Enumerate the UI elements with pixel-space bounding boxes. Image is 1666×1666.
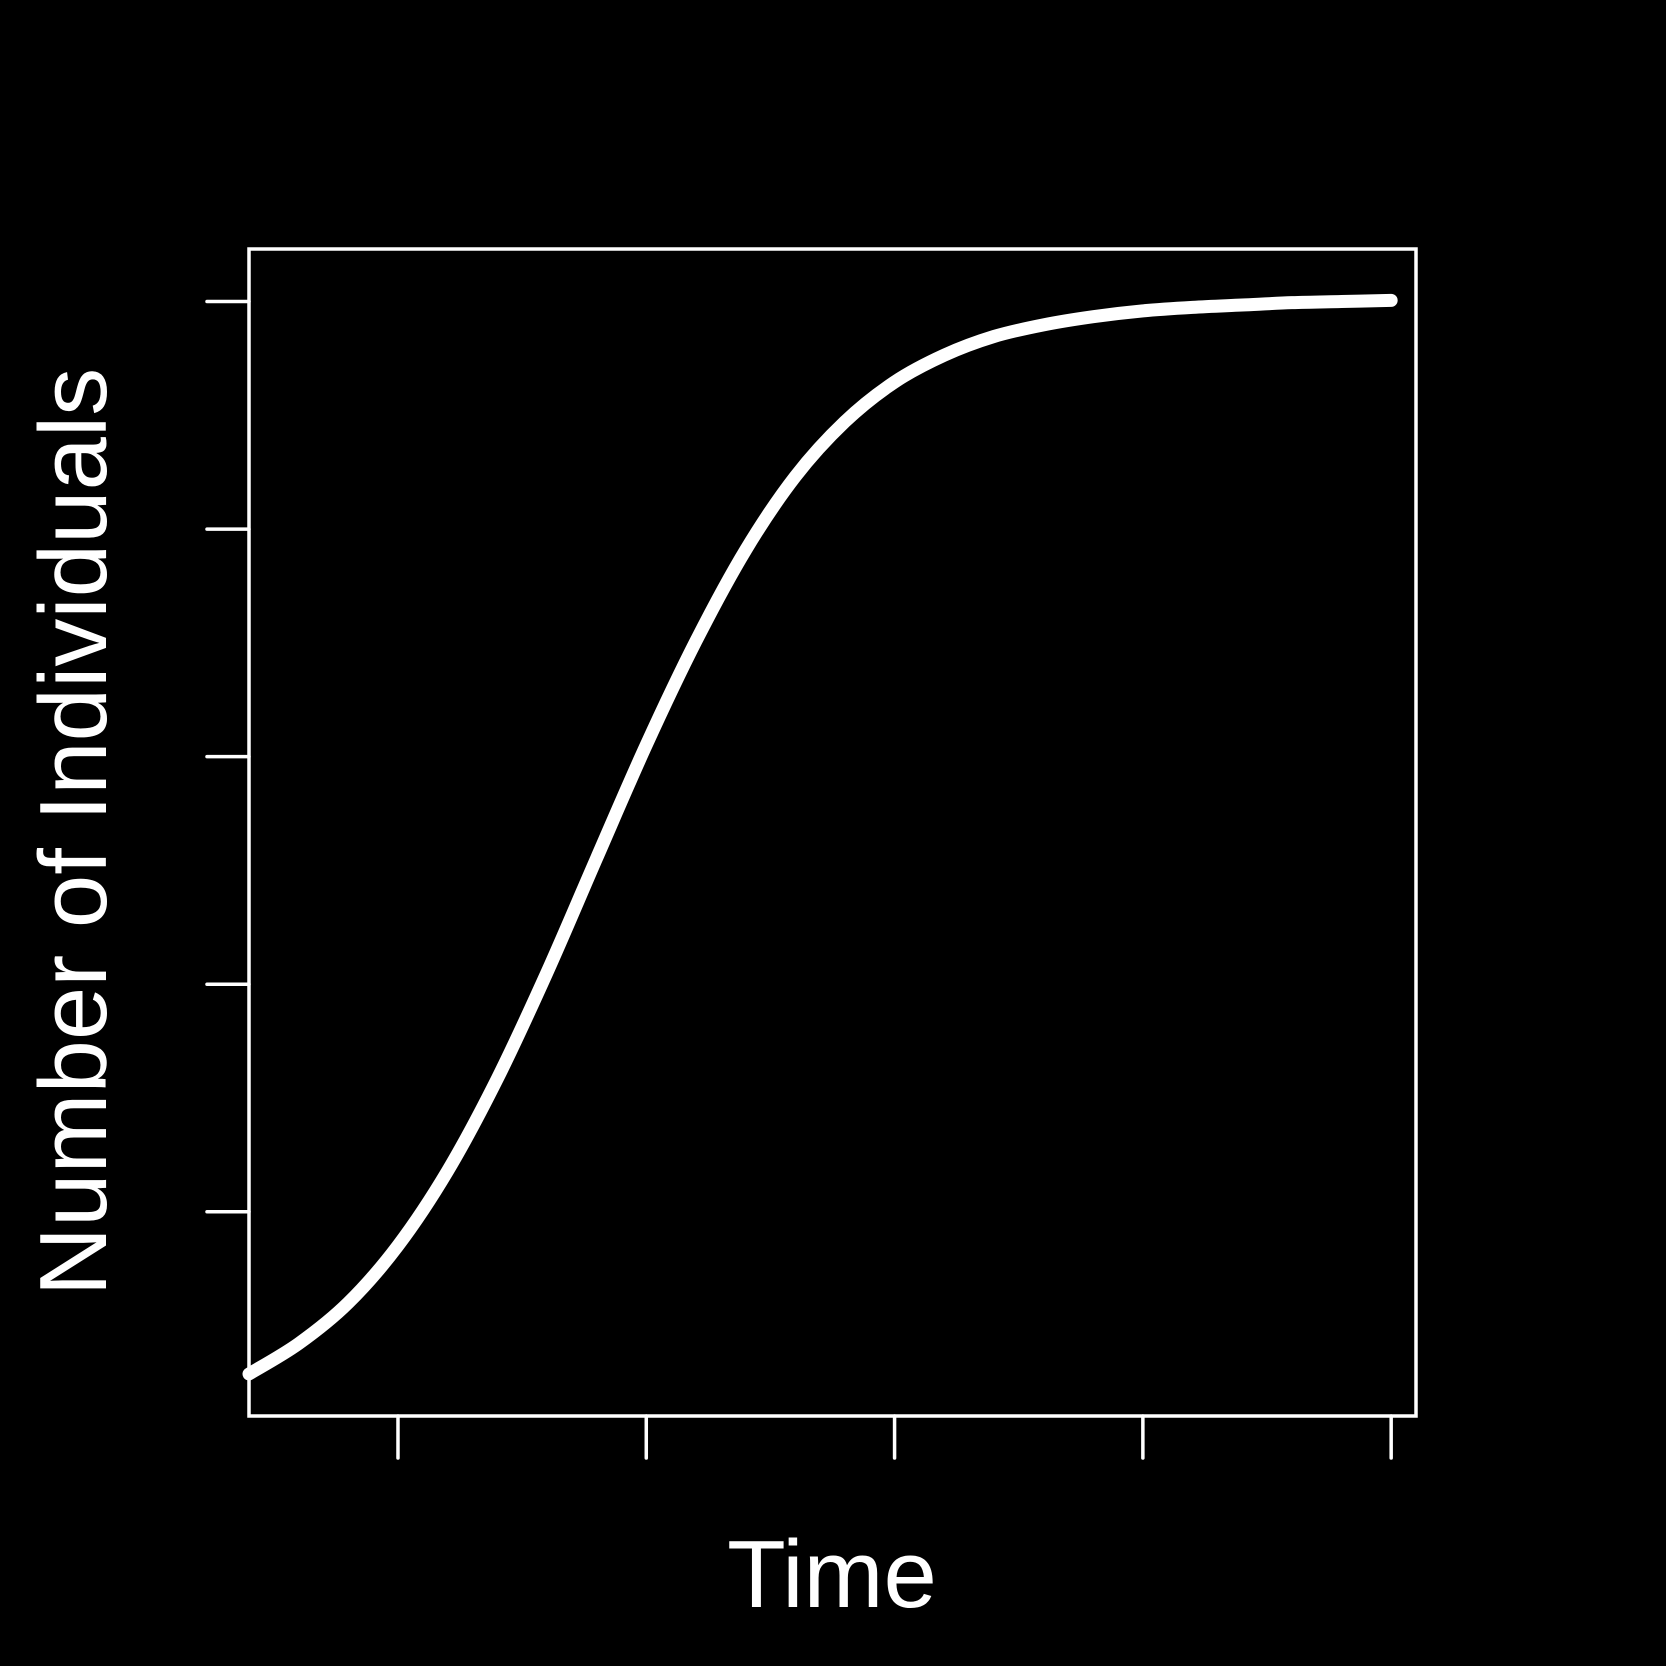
y-axis-ticks [205, 299, 251, 1214]
series-line [242, 293, 1398, 1381]
y-axis-label: Number of Individuals [20, 368, 127, 1296]
series-layer [242, 293, 1398, 1381]
x-axis-label: Time [727, 1521, 937, 1628]
x-axis-ticks [396, 1414, 1393, 1460]
plot-frame [247, 247, 1418, 1418]
